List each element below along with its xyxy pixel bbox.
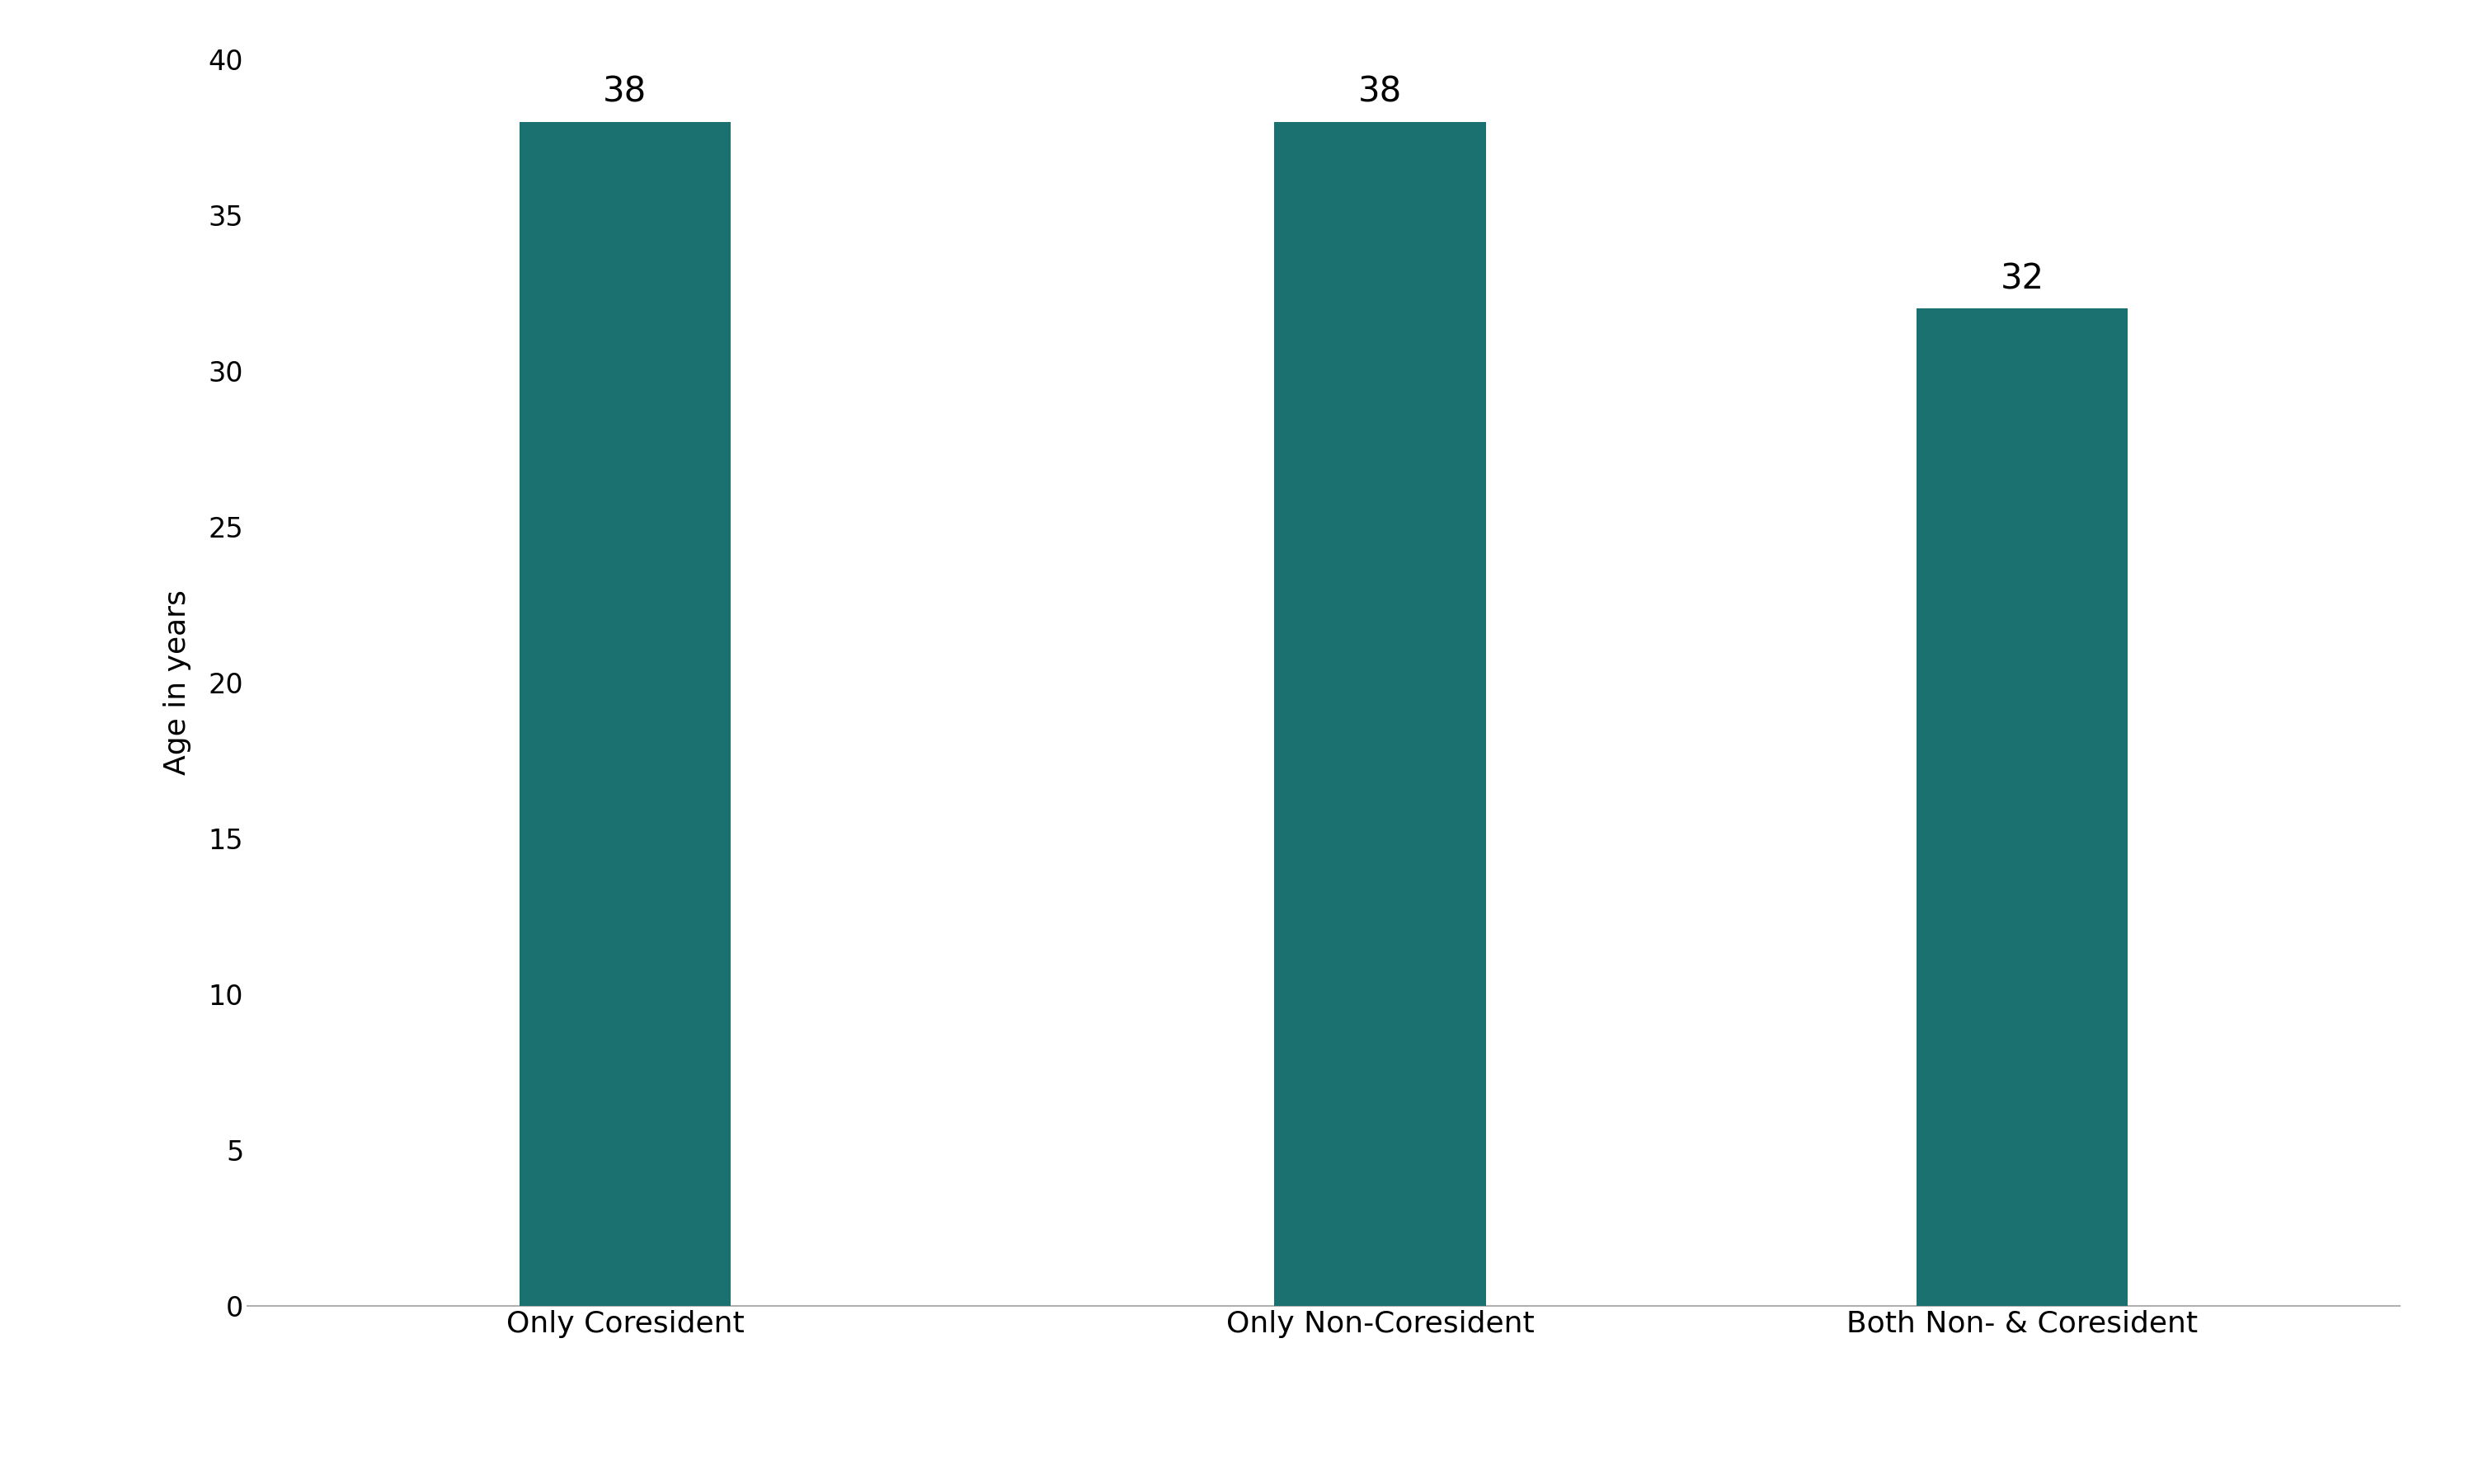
Y-axis label: Age in years: Age in years bbox=[163, 591, 190, 775]
Text: 38: 38 bbox=[604, 74, 648, 110]
Bar bbox=[1274, 122, 1487, 1306]
Bar bbox=[1917, 309, 2128, 1306]
Text: 32: 32 bbox=[2001, 261, 2044, 297]
Bar bbox=[520, 122, 730, 1306]
Text: 38: 38 bbox=[1358, 74, 1403, 110]
